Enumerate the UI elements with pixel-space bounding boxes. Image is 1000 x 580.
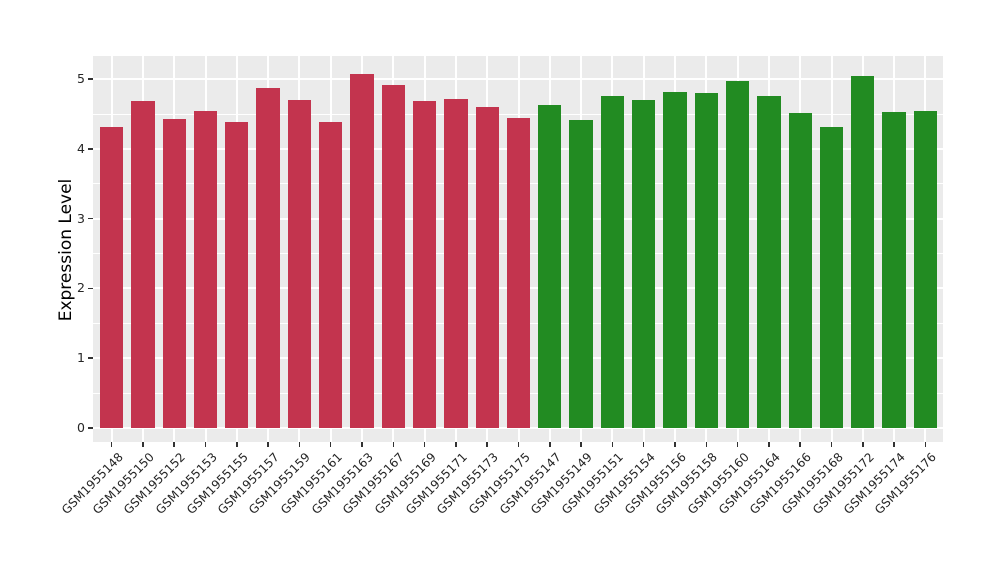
y-tick-label-0: 0 bbox=[77, 420, 85, 435]
bar-GSM1955161 bbox=[319, 121, 343, 428]
bar-GSM1955147 bbox=[538, 105, 562, 428]
x-tick-mark-GSM1955160 bbox=[736, 442, 739, 447]
x-tick-mark-GSM1955156 bbox=[674, 442, 676, 447]
y-tick-label-1: 1 bbox=[77, 350, 85, 366]
y-tick-mark-0 bbox=[87, 427, 93, 429]
y-tick-mark-4 bbox=[87, 148, 93, 150]
x-tick-mark-GSM1955155 bbox=[236, 442, 238, 447]
bar-GSM1955174 bbox=[882, 111, 906, 428]
y-tick-mark-3 bbox=[87, 217, 93, 220]
bar-GSM1955148 bbox=[99, 126, 124, 428]
bar-GSM1955151 bbox=[600, 95, 625, 428]
x-tick-mark-GSM1955173 bbox=[486, 442, 488, 447]
x-tick-mark-GSM1955172 bbox=[862, 442, 864, 447]
bar-GSM1955153 bbox=[193, 110, 218, 428]
x-tick-mark-GSM1955148 bbox=[110, 442, 113, 447]
x-tick-mark-GSM1955171 bbox=[455, 442, 457, 447]
bar-GSM1955175 bbox=[506, 117, 531, 428]
y-tick-mark-2 bbox=[87, 287, 93, 290]
x-tick-mark-GSM1955147 bbox=[549, 442, 551, 447]
x-tick-mark-GSM1955153 bbox=[204, 442, 207, 447]
x-tick-mark-GSM1955152 bbox=[173, 442, 175, 447]
x-tick-mark-GSM1955175 bbox=[517, 442, 520, 447]
y-tick-label-5: 5 bbox=[77, 71, 85, 87]
x-tick-mark-GSM1955169 bbox=[423, 442, 426, 447]
bar-GSM1955176 bbox=[913, 110, 938, 428]
bar-GSM1955156 bbox=[663, 92, 687, 428]
y-axis-title: Expression Level bbox=[56, 178, 76, 322]
bar-GSM1955150 bbox=[131, 100, 155, 428]
x-tick-mark-GSM1955164 bbox=[768, 442, 770, 447]
x-tick-mark-GSM1955176 bbox=[924, 442, 927, 447]
x-tick-mark-GSM1955163 bbox=[361, 442, 363, 447]
bar-GSM1955171 bbox=[444, 98, 468, 428]
bar-GSM1955152 bbox=[162, 118, 186, 428]
x-tick-mark-GSM1955149 bbox=[580, 442, 582, 447]
x-tick-mark-GSM1955166 bbox=[799, 442, 801, 447]
bar-GSM1955169 bbox=[412, 100, 437, 428]
bar-GSM1955159 bbox=[287, 100, 312, 428]
y-tick-mark-5 bbox=[87, 78, 93, 80]
x-tick-mark-GSM1955161 bbox=[329, 442, 332, 447]
bar-GSM1955149 bbox=[569, 119, 593, 428]
bar-GSM1955166 bbox=[788, 113, 812, 428]
x-tick-mark-GSM1955157 bbox=[267, 442, 269, 447]
x-tick-mark-GSM1955168 bbox=[830, 442, 833, 447]
x-tick-mark-GSM1955159 bbox=[298, 442, 301, 447]
y-tick-label-2: 2 bbox=[77, 280, 85, 296]
x-tick-mark-GSM1955150 bbox=[142, 442, 144, 447]
x-tick-mark-GSM1955167 bbox=[392, 442, 395, 447]
y-tick-mark-1 bbox=[87, 357, 93, 359]
y-tick-label-4: 4 bbox=[77, 140, 85, 156]
bar-GSM1955173 bbox=[475, 107, 499, 428]
x-tick-mark-GSM1955154 bbox=[642, 442, 645, 447]
x-tick-mark-GSM1955158 bbox=[705, 442, 708, 447]
x-tick-mark-GSM1955174 bbox=[893, 442, 895, 447]
y-tick-label-3: 3 bbox=[77, 210, 85, 226]
bar-GSM1955164 bbox=[757, 95, 781, 428]
x-tick-mark-GSM1955151 bbox=[611, 442, 614, 447]
bar-GSM1955167 bbox=[381, 85, 405, 428]
bar-GSM1955154 bbox=[632, 100, 656, 428]
bar-GSM1955160 bbox=[725, 81, 750, 428]
bar-GSM1955157 bbox=[256, 87, 280, 428]
bar-GSM1955172 bbox=[851, 75, 875, 428]
plot-panel bbox=[93, 56, 943, 442]
bar-GSM1955163 bbox=[350, 73, 374, 428]
bar-GSM1955158 bbox=[694, 93, 718, 428]
bar-GSM1955168 bbox=[819, 126, 844, 428]
bar-GSM1955155 bbox=[225, 122, 249, 428]
